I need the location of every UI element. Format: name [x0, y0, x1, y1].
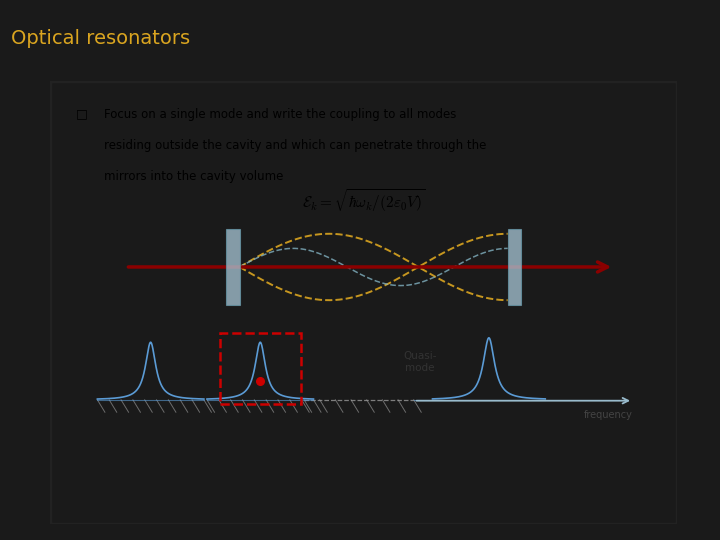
FancyArrowPatch shape: [416, 398, 628, 403]
FancyArrowPatch shape: [128, 262, 608, 272]
Text: frequency: frequency: [584, 409, 633, 420]
Text: residing outside the cavity and which can penetrate through the: residing outside the cavity and which ca…: [104, 139, 486, 152]
Bar: [226, 230, 240, 305]
Bar: [220, 333, 301, 404]
Text: Optical resonators: Optical resonators: [11, 29, 190, 48]
Text: Focus on a single mode and write the coupling to all modes: Focus on a single mode and write the cou…: [104, 107, 456, 120]
Text: Quasi-
mode: Quasi- mode: [403, 351, 437, 373]
Text: mirrors into the cavity volume: mirrors into the cavity volume: [104, 170, 283, 183]
Text: $\mathcal{E}_k = \sqrt{\hbar\omega_k/(2\varepsilon_0 V)}$: $\mathcal{E}_k = \sqrt{\hbar\omega_k/(2\…: [302, 187, 426, 214]
Bar: [508, 230, 521, 305]
Text: □: □: [76, 107, 87, 120]
